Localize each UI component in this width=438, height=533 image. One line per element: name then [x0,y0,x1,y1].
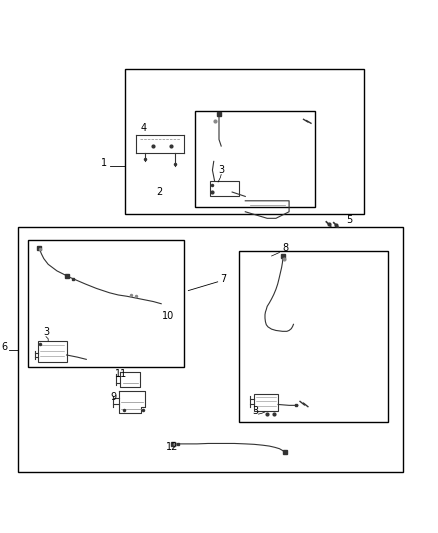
Bar [195,111,315,207]
Bar [38,341,67,361]
Bar [254,393,278,411]
Text: 3: 3 [43,327,49,337]
Text: 3: 3 [218,165,224,175]
Text: 1: 1 [101,158,107,168]
Text: 8: 8 [283,243,289,253]
Text: 11: 11 [115,369,127,379]
Text: 2: 2 [157,187,163,197]
Bar [210,181,239,197]
Text: 4: 4 [140,123,146,133]
Bar [239,251,388,422]
Text: 12: 12 [166,441,178,451]
Text: 5: 5 [346,215,352,225]
Text: 10: 10 [162,311,174,321]
Text: 7: 7 [220,274,226,284]
Text: 9: 9 [110,392,117,402]
Bar [18,227,403,472]
Bar [28,240,184,367]
Text: 3: 3 [252,406,258,416]
Bar [125,69,364,214]
Text: 6: 6 [1,342,7,352]
